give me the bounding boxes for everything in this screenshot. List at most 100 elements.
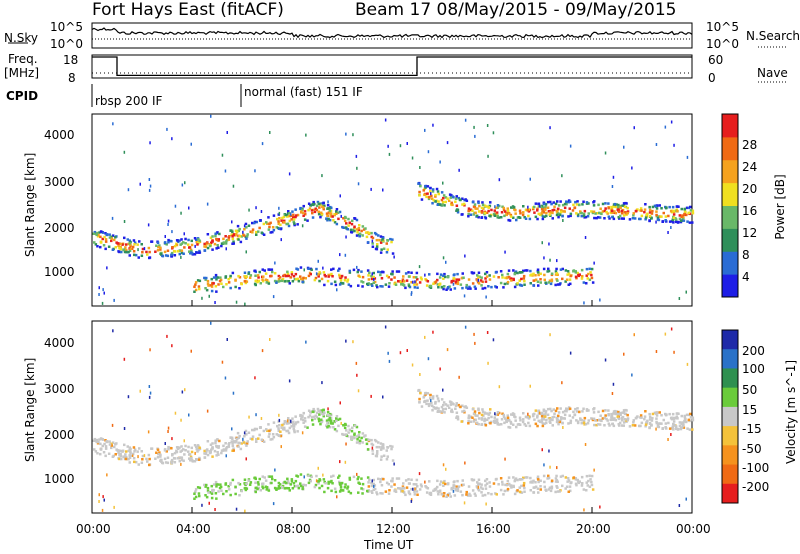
- power-cell: [287, 274, 290, 278]
- power-cell: [361, 275, 365, 279]
- power-cell: [224, 242, 227, 245]
- power-sparse-cell: [410, 292, 413, 296]
- velocity-cell: [127, 457, 130, 461]
- power-cell: [124, 243, 128, 246]
- velocity-cell: [612, 412, 615, 415]
- velocity-cell: [530, 480, 533, 483]
- velocity-cell: [512, 476, 515, 479]
- velocity-cell: [549, 407, 552, 411]
- power-cell: [349, 284, 353, 288]
- velocity-cell: [217, 445, 220, 448]
- power-cell: [444, 275, 447, 279]
- velocity-cell: [320, 419, 324, 423]
- power-cell: [190, 239, 193, 243]
- velocity-cell: [436, 397, 440, 400]
- velocity-cell: [265, 428, 268, 431]
- power-cell: [371, 245, 375, 248]
- power-cell: [427, 197, 431, 201]
- power-cell: [506, 282, 509, 285]
- power-cell: [210, 277, 213, 281]
- power-cell: [455, 195, 458, 198]
- power-cell: [539, 272, 542, 275]
- velocity-cell: [565, 485, 569, 488]
- power-cell: [561, 214, 564, 218]
- velocity-sparse-cell: [664, 332, 667, 336]
- power-cell: [390, 278, 393, 281]
- power-cell: [289, 276, 292, 279]
- velocity-cell: [314, 483, 318, 487]
- velocity-cell: [601, 409, 605, 413]
- velocity-cell: [218, 439, 221, 443]
- velocity-cell: [473, 410, 477, 413]
- power-cell: [683, 212, 686, 216]
- power-cell: [188, 246, 191, 249]
- power-cell: [94, 232, 97, 235]
- velocity-cell: [681, 424, 685, 428]
- power-cell: [431, 190, 435, 193]
- velocity-cell: [93, 448, 96, 451]
- power-cell: [128, 249, 132, 252]
- power-sparse-cell: [171, 137, 173, 141]
- velocity-cell: [555, 485, 558, 488]
- power-cell: [493, 209, 496, 212]
- power-cell: [497, 216, 501, 219]
- power-cell: [360, 280, 363, 283]
- velocity-sparse-cell: [474, 341, 476, 345]
- power-sparse-cell: [278, 211, 281, 215]
- velocity-sparse-cell: [584, 443, 587, 446]
- power-cell: [456, 211, 460, 214]
- power-cell: [438, 283, 441, 286]
- velocity-cell: [677, 412, 680, 415]
- power-cell: [232, 240, 235, 243]
- velocity-cell: [450, 408, 453, 412]
- power-sparse-cell: [604, 151, 607, 155]
- power-cell: [220, 282, 223, 285]
- power-cell: [348, 221, 351, 224]
- velocity-sparse-cell: [221, 360, 224, 364]
- power-cell: [657, 215, 661, 218]
- power-cell: [128, 242, 131, 245]
- velocity-cell: [669, 417, 673, 420]
- velocity-cell: [371, 484, 374, 488]
- velocity-sparse-cell: [670, 433, 672, 436]
- power-cell: [275, 281, 278, 284]
- nave-label: Nave: [757, 66, 788, 80]
- velocity-cell: [97, 440, 100, 444]
- velocity-cell: [477, 478, 481, 481]
- velocity-cell: [595, 423, 598, 427]
- velocity-cell: [407, 491, 411, 495]
- velocity-cell: [561, 474, 564, 478]
- velocity-sparse-cell: [371, 446, 374, 450]
- velocity-cell: [684, 418, 687, 421]
- velocity-cell: [537, 419, 540, 423]
- velocity-cell: [224, 449, 227, 452]
- velocity-cell: [685, 420, 688, 424]
- power-cell: [461, 272, 464, 275]
- velocity-cell: [384, 490, 388, 493]
- power-cell: [444, 196, 448, 199]
- velocity-cell: [559, 417, 563, 421]
- velocity-sparse-cell: [98, 493, 100, 497]
- power-cell: [278, 279, 281, 283]
- power-cell: [633, 217, 637, 220]
- power-cell: [643, 208, 647, 211]
- velocity-cell: [353, 424, 357, 427]
- velocity-cell: [563, 409, 567, 413]
- power-cell: [413, 283, 416, 286]
- velocity-cell: [521, 478, 524, 481]
- velocity-cell: [510, 486, 513, 489]
- velocity-cell: [484, 484, 487, 487]
- power-ytick-2000: 2000: [44, 221, 75, 235]
- velocity-cell: [549, 418, 552, 421]
- power-cell: [644, 218, 647, 221]
- power-cell: [156, 241, 160, 244]
- velocity-cell: [672, 423, 676, 427]
- power-cell: [271, 230, 274, 234]
- velocity-cell: [140, 461, 144, 464]
- velocity-cell: [442, 401, 446, 404]
- power-cell: [557, 215, 560, 219]
- power-cell: [472, 213, 476, 216]
- velocity-cell: [262, 440, 266, 443]
- power-cell: [418, 194, 421, 197]
- power-sparse-cell: [184, 181, 186, 185]
